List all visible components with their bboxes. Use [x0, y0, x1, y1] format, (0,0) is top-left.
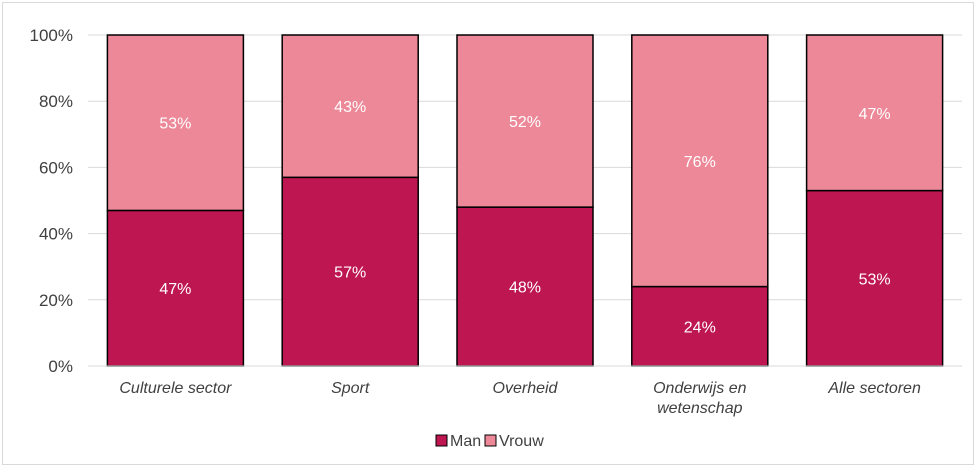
bar-vrouw — [456, 34, 594, 208]
data-label: 53% — [859, 271, 891, 288]
category-label: Overheid — [493, 380, 559, 397]
bar-vrouw — [805, 34, 944, 192]
data-label: 43% — [334, 99, 366, 116]
data-label: 47% — [859, 106, 891, 123]
data-label: 48% — [509, 280, 541, 297]
y-tick-label: 100% — [30, 26, 73, 45]
bar-man — [456, 206, 594, 367]
bar-vrouw — [631, 34, 769, 288]
category-label: Culturele sector — [119, 380, 232, 397]
y-tick-label: 40% — [39, 225, 73, 244]
y-tick-label: 60% — [39, 158, 73, 177]
y-tick-label: 20% — [39, 291, 73, 310]
bar-man — [106, 209, 245, 367]
legend-label-man: Man — [450, 433, 481, 450]
category-label: Sport — [331, 380, 370, 397]
bar-vrouw — [106, 34, 245, 212]
category-label: wetenschap — [657, 400, 742, 417]
bar-vrouw — [281, 34, 419, 179]
legend-label-vrouw: Vrouw — [499, 433, 544, 450]
data-label: 47% — [159, 281, 191, 298]
category-label: Alle sectoren — [827, 380, 921, 397]
y-tick-label: 0% — [48, 357, 73, 376]
bar-man — [805, 189, 944, 367]
y-tick-label: 80% — [39, 92, 73, 111]
data-label: 76% — [684, 154, 716, 171]
bar-man — [631, 285, 769, 367]
data-label: 57% — [334, 265, 366, 282]
data-label: 53% — [159, 116, 191, 133]
data-label: 24% — [684, 319, 716, 336]
data-label: 52% — [509, 114, 541, 131]
category-label: Onderwijs en — [653, 380, 746, 397]
legend-swatch-man — [435, 434, 448, 447]
legend-swatch-vrouw — [484, 434, 497, 447]
